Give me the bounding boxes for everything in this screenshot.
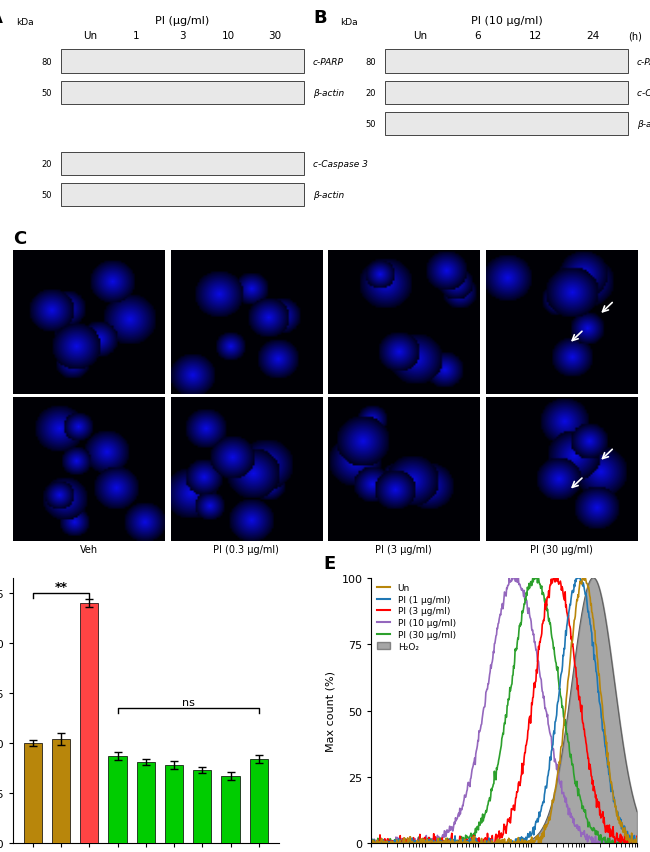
Bar: [23, 743, 42, 843]
Text: 10: 10: [222, 32, 235, 42]
Text: 30: 30: [268, 32, 281, 42]
X-axis label: PI (1 μg/ml): PI (1 μg/ml): [376, 397, 432, 407]
Y-axis label: Max count (%): Max count (%): [326, 671, 336, 751]
Bar: [52, 740, 70, 843]
Text: C: C: [13, 230, 26, 248]
FancyBboxPatch shape: [385, 113, 628, 136]
Text: PI (10 μg/ml): PI (10 μg/ml): [471, 15, 542, 26]
Text: 50: 50: [42, 89, 52, 98]
Text: c-Caspase 3: c-Caspase 3: [313, 159, 368, 169]
Bar: [222, 776, 240, 843]
Bar: [193, 770, 211, 843]
Text: ns: ns: [182, 697, 194, 707]
Text: c-PARP: c-PARP: [313, 57, 344, 66]
X-axis label: PI (10 μg/ml): PI (10 μg/ml): [530, 397, 593, 407]
Text: Un: Un: [413, 32, 427, 42]
Text: 50: 50: [42, 191, 52, 200]
Bar: [250, 759, 268, 843]
Text: kDa: kDa: [340, 18, 358, 26]
Bar: [136, 763, 155, 843]
Text: PI (μg/ml): PI (μg/ml): [155, 15, 209, 26]
FancyBboxPatch shape: [61, 50, 304, 73]
Text: 20: 20: [42, 159, 52, 169]
Text: 1: 1: [133, 32, 140, 42]
Bar: [165, 765, 183, 843]
Text: 80: 80: [42, 57, 52, 66]
Text: Un: Un: [83, 32, 97, 42]
Text: 3: 3: [179, 32, 186, 42]
X-axis label: PI (0.3 μg/ml): PI (0.3 μg/ml): [213, 544, 280, 554]
FancyBboxPatch shape: [385, 82, 628, 105]
Text: 80: 80: [365, 57, 376, 66]
X-axis label: Un: Un: [82, 397, 96, 407]
Text: (h): (h): [628, 32, 642, 42]
Legend: Un, PI (1 μg/ml), PI (3 μg/ml), PI (10 μg/ml), PI (30 μg/ml), H₂O₂: Un, PI (1 μg/ml), PI (3 μg/ml), PI (10 μ…: [373, 580, 460, 654]
Text: B: B: [313, 9, 326, 26]
Text: 6: 6: [474, 32, 481, 42]
Text: **: **: [55, 580, 68, 593]
Text: A: A: [0, 9, 3, 26]
X-axis label: PI (3 μg/ml): PI (3 μg/ml): [376, 544, 432, 554]
FancyBboxPatch shape: [61, 184, 304, 207]
Text: kDa: kDa: [16, 18, 34, 26]
Bar: [80, 603, 98, 843]
Text: E: E: [324, 555, 336, 573]
X-axis label: PI (0.1 μg/ml): PI (0.1 μg/ml): [213, 397, 280, 407]
Bar: [109, 757, 127, 843]
FancyBboxPatch shape: [61, 153, 304, 176]
Text: c-PARP: c-PARP: [637, 57, 650, 66]
Text: 50: 50: [365, 120, 376, 130]
Text: c-Caspase 3: c-Caspase 3: [637, 89, 650, 98]
X-axis label: Veh: Veh: [80, 544, 98, 554]
Text: 12: 12: [528, 32, 542, 42]
FancyBboxPatch shape: [61, 82, 304, 105]
X-axis label: PI (30 μg/ml): PI (30 μg/ml): [530, 544, 593, 554]
Text: β-actin: β-actin: [637, 120, 650, 130]
Text: 24: 24: [586, 32, 600, 42]
Text: β-actin: β-actin: [313, 191, 345, 200]
Text: β-actin: β-actin: [313, 89, 345, 98]
FancyBboxPatch shape: [385, 50, 628, 73]
Text: 20: 20: [365, 89, 376, 98]
